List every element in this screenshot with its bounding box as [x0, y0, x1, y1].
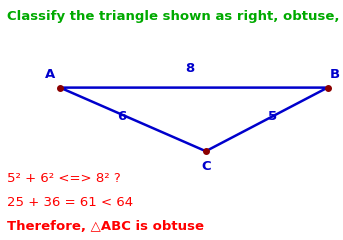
Text: A: A [45, 68, 56, 81]
Text: Classify the triangle shown as right, obtuse, or acute.: Classify the triangle shown as right, ob… [7, 10, 343, 23]
Text: 25 + 36 = 61 < 64: 25 + 36 = 61 < 64 [7, 196, 133, 209]
Text: C: C [201, 160, 211, 173]
Text: 6: 6 [117, 110, 126, 123]
Text: Therefore, △ABC is obtuse: Therefore, △ABC is obtuse [7, 220, 204, 233]
Text: 8: 8 [186, 62, 195, 75]
Text: B: B [330, 68, 340, 81]
Text: 5² + 6² <=> 8² ?: 5² + 6² <=> 8² ? [7, 172, 121, 185]
Text: 5: 5 [268, 110, 277, 123]
